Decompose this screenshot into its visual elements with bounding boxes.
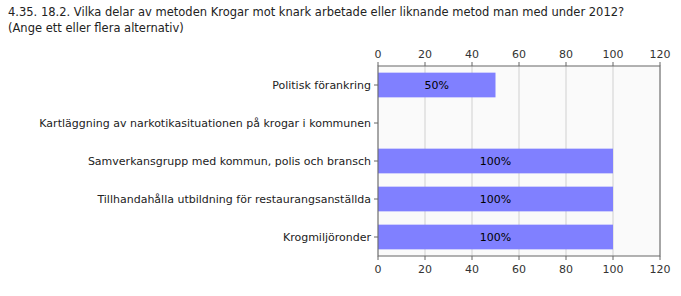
tick-label: 80 xyxy=(559,263,573,276)
tick-mark xyxy=(425,62,426,66)
bar xyxy=(378,225,613,250)
bars xyxy=(378,73,613,250)
bar xyxy=(378,73,496,98)
tick-label: 20 xyxy=(418,48,432,61)
tick-mark xyxy=(519,256,520,260)
tick-mark xyxy=(566,62,567,66)
tick-mark xyxy=(374,237,378,238)
tick-label: 60 xyxy=(512,263,526,276)
tick-label: 80 xyxy=(559,48,573,61)
data-label: 100% xyxy=(480,193,511,206)
tick-label: 100 xyxy=(603,48,624,61)
category-label: Tillhandahålla utbildning för restaurang… xyxy=(96,193,371,206)
data-label: 100% xyxy=(480,231,511,244)
grid xyxy=(378,66,660,256)
chart-container: 4.35. 18.2. Vilka delar av metoden Kroga… xyxy=(0,0,681,296)
tick-label: 40 xyxy=(465,263,479,276)
subtitle: (Ange ett eller flera alternativ) xyxy=(8,21,184,35)
title: 4.35. 18.2. Vilka delar av metoden Kroga… xyxy=(8,5,624,19)
tick-mark xyxy=(660,256,661,260)
chart: 4.35. 18.2. Vilka delar av metoden Kroga… xyxy=(0,0,681,296)
tick-mark xyxy=(613,256,614,260)
tick-label: 120 xyxy=(650,48,671,61)
plot-frame xyxy=(378,66,660,256)
tick-mark xyxy=(519,62,520,66)
tick-mark xyxy=(374,85,378,86)
tick-mark xyxy=(374,161,378,162)
category-label: Samverkansgrupp med kommun, polis och br… xyxy=(88,155,371,168)
tick-mark xyxy=(660,62,661,66)
tick-mark xyxy=(472,62,473,66)
bar xyxy=(378,149,613,174)
tick-label: 60 xyxy=(512,48,526,61)
tick-label: 20 xyxy=(418,263,432,276)
tick-mark xyxy=(472,256,473,260)
tick-mark xyxy=(378,62,379,66)
plot-area xyxy=(378,66,660,256)
tick-label: 0 xyxy=(375,48,382,61)
tick-mark xyxy=(378,256,379,260)
tick-mark xyxy=(566,256,567,260)
tick-label: 120 xyxy=(650,263,671,276)
category-label: Politisk förankring xyxy=(272,79,371,92)
bar xyxy=(378,187,613,212)
category-label: Kartläggning av narkotikasituationen på … xyxy=(39,117,371,130)
tick-mark xyxy=(374,123,378,124)
tick-label: 0 xyxy=(375,263,382,276)
tick-label: 40 xyxy=(465,48,479,61)
data-label: 50% xyxy=(425,79,449,92)
tick-mark xyxy=(374,199,378,200)
data-label: 100% xyxy=(480,155,511,168)
tick-label: 100 xyxy=(603,263,624,276)
category-label: Krogmiljöronder xyxy=(283,231,372,244)
tick-mark xyxy=(613,62,614,66)
tick-mark xyxy=(425,256,426,260)
